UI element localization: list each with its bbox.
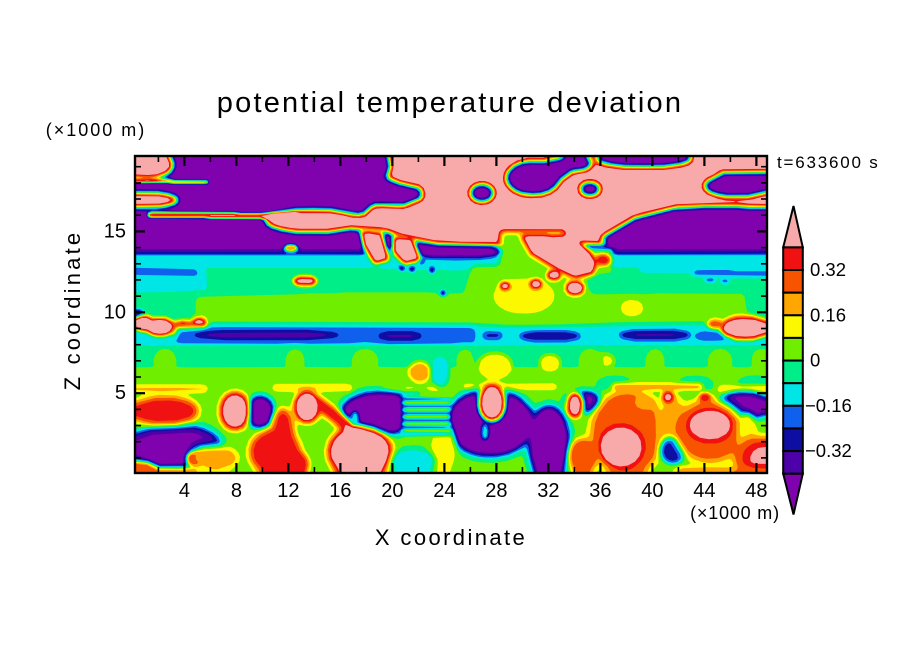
svg-text:10: 10 — [104, 301, 126, 323]
svg-text:36: 36 — [589, 480, 611, 502]
svg-text:28: 28 — [485, 480, 507, 502]
svg-text:−0.16: −0.16 — [805, 395, 852, 416]
svg-text:40: 40 — [641, 480, 663, 502]
svg-text:(×1000 m): (×1000 m) — [46, 120, 147, 140]
svg-text:Z coordinate: Z coordinate — [60, 230, 85, 391]
svg-text:−0.32: −0.32 — [805, 440, 852, 461]
svg-text:0: 0 — [810, 350, 820, 371]
svg-text:(×1000 m): (×1000 m) — [690, 503, 780, 523]
svg-text:44: 44 — [693, 480, 715, 502]
svg-text:potential temperature deviatio: potential temperature deviation — [217, 87, 683, 119]
svg-text:5: 5 — [115, 382, 126, 404]
svg-text:4: 4 — [179, 480, 190, 502]
svg-text:15: 15 — [104, 220, 126, 242]
svg-text:16: 16 — [329, 480, 351, 502]
svg-text:20: 20 — [381, 480, 403, 502]
svg-text:0.16: 0.16 — [810, 304, 846, 325]
svg-text:0.32: 0.32 — [810, 259, 846, 280]
svg-text:32: 32 — [537, 480, 559, 502]
svg-text:X coordinate: X coordinate — [375, 525, 527, 550]
svg-text:8: 8 — [231, 480, 242, 502]
svg-text:48: 48 — [745, 480, 767, 502]
svg-text:t=633600 s: t=633600 s — [777, 153, 880, 172]
svg-text:12: 12 — [277, 480, 299, 502]
svg-text:24: 24 — [433, 480, 455, 502]
